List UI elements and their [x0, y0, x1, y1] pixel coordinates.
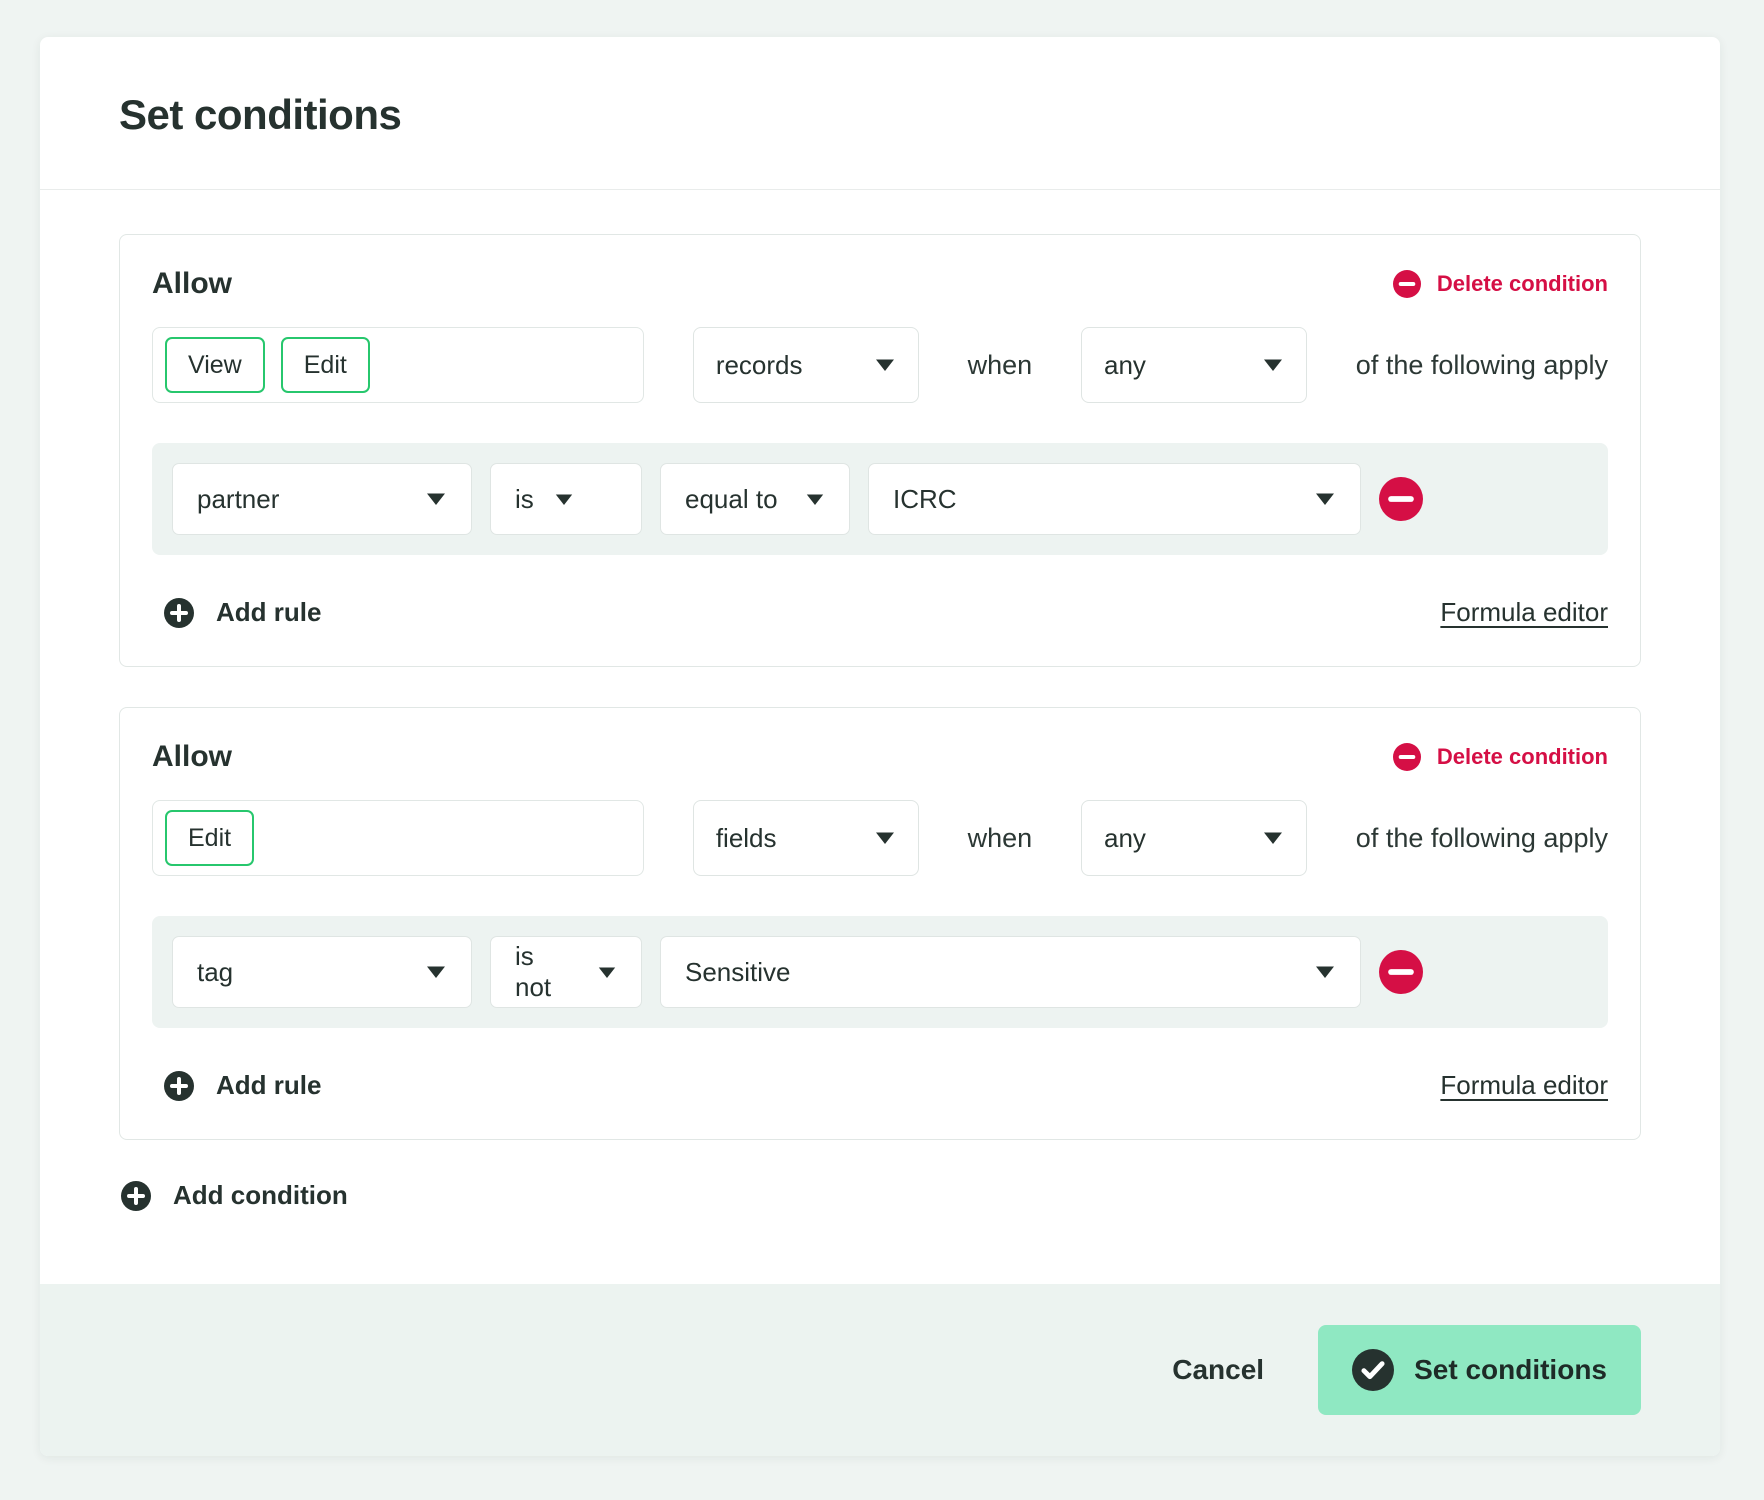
target-dropdown-value: fields: [715, 822, 777, 853]
caret-down-icon: [1314, 491, 1336, 507]
rule-value-dropdown[interactable]: ICRC: [868, 463, 1361, 535]
caret-down-icon: [805, 492, 825, 507]
condition-2-footer: Add rule Formula editor: [152, 1070, 1608, 1101]
caret-down-icon: [554, 492, 574, 507]
minus-circle-icon: [1379, 950, 1423, 994]
delete-condition-label: Delete condition: [1436, 271, 1608, 296]
condition-1-footer: Add rule Formula editor: [152, 597, 1608, 628]
when-label: when: [967, 349, 1033, 380]
condition-card-1: Allow Delete condition View Edit records: [119, 234, 1641, 667]
caret-down-icon: [1262, 357, 1284, 373]
target-dropdown-value: records: [715, 349, 803, 380]
dialog-title: Set conditions: [119, 91, 402, 138]
add-condition-button[interactable]: Add condition: [121, 1180, 348, 1211]
plus-circle-icon: [121, 1180, 151, 1211]
permission-chip-view[interactable]: View: [165, 337, 265, 393]
remove-rule-button[interactable]: [1379, 477, 1423, 521]
permission-chip-edit[interactable]: Edit: [165, 810, 255, 866]
dialog-header: Set conditions: [40, 37, 1720, 139]
rule-operator-dropdown[interactable]: is: [490, 463, 642, 535]
set-conditions-button[interactable]: Set conditions: [1318, 1325, 1641, 1415]
target-dropdown[interactable]: fields: [692, 800, 919, 876]
caret-down-icon: [597, 965, 617, 980]
permission-chip-edit[interactable]: Edit: [280, 337, 370, 393]
add-rule-label: Add rule: [216, 1070, 322, 1100]
minus-circle-icon: [1392, 743, 1421, 771]
delete-condition-label: Delete condition: [1436, 744, 1608, 769]
rule-comparator-value: equal to: [685, 483, 778, 514]
dialog-footer: Cancel Set conditions: [40, 1284, 1720, 1456]
minus-circle-icon: [1379, 477, 1423, 521]
condition-card-2: Allow Delete condition Edit fields: [119, 707, 1641, 1140]
permissions-box[interactable]: Edit: [152, 800, 644, 876]
rule-field-value: partner: [197, 483, 280, 514]
delete-condition-button[interactable]: Delete condition: [1392, 270, 1608, 298]
caret-down-icon: [425, 964, 447, 980]
apply-label: of the following apply: [1355, 349, 1608, 380]
rule-comparator-dropdown[interactable]: equal to: [660, 463, 850, 535]
minus-circle-icon: [1392, 270, 1421, 298]
target-dropdown[interactable]: records: [692, 327, 919, 403]
caret-down-icon: [874, 357, 896, 373]
remove-rule-button[interactable]: [1379, 950, 1423, 994]
add-rule-label: Add rule: [216, 597, 322, 627]
rule-operator-value: is not: [515, 941, 552, 1002]
rule-field-dropdown[interactable]: partner: [172, 463, 472, 535]
delete-condition-button[interactable]: Delete condition: [1392, 743, 1608, 771]
condition-2-header: Allow Delete condition: [152, 740, 1608, 774]
check-circle-icon: [1352, 1349, 1395, 1391]
caret-down-icon: [874, 830, 896, 846]
caret-down-icon: [1262, 830, 1284, 846]
formula-editor-link[interactable]: Formula editor: [1440, 1070, 1608, 1100]
caret-down-icon: [425, 491, 447, 507]
rule-operator-value: is: [515, 483, 534, 514]
condition-2-controls: Edit fields when any of the following ap…: [152, 800, 1608, 876]
apply-label: of the following apply: [1355, 822, 1608, 853]
formula-editor-link[interactable]: Formula editor: [1440, 597, 1608, 627]
match-dropdown[interactable]: any: [1080, 800, 1307, 876]
header-divider: [40, 189, 1720, 190]
allow-heading: Allow: [152, 740, 232, 773]
add-condition-label: Add condition: [173, 1180, 348, 1210]
rule-value-text: Sensitive: [685, 956, 791, 987]
plus-circle-icon: [164, 1070, 194, 1101]
allow-heading: Allow: [152, 267, 232, 300]
rule-value-dropdown[interactable]: Sensitive: [660, 936, 1361, 1008]
condition-1-header: Allow Delete condition: [152, 267, 1608, 301]
condition-1-controls: View Edit records when any of the follo: [152, 327, 1608, 403]
set-conditions-label: Set conditions: [1414, 1354, 1607, 1385]
rule-field-dropdown[interactable]: tag: [172, 936, 472, 1008]
match-dropdown-value: any: [1103, 822, 1146, 853]
add-rule-button[interactable]: Add rule: [164, 1070, 321, 1101]
add-rule-button[interactable]: Add rule: [164, 597, 321, 628]
rule-value-text: ICRC: [893, 483, 957, 514]
set-conditions-dialog: Set conditions Allow Delete condition Vi…: [40, 37, 1720, 1456]
add-condition-row: Add condition: [119, 1180, 1641, 1211]
match-dropdown-value: any: [1103, 349, 1146, 380]
dialog-body: Allow Delete condition View Edit records: [40, 190, 1720, 1211]
plus-circle-icon: [164, 597, 194, 628]
rule-field-value: tag: [197, 956, 234, 987]
when-label: when: [967, 822, 1033, 853]
match-dropdown[interactable]: any: [1080, 327, 1307, 403]
permissions-box[interactable]: View Edit: [152, 327, 644, 403]
rule-operator-dropdown[interactable]: is not: [490, 936, 642, 1008]
caret-down-icon: [1314, 964, 1336, 980]
cancel-button[interactable]: Cancel: [1172, 1354, 1265, 1385]
rule-row: partner is equal to: [152, 443, 1608, 555]
rule-row: tag is not Sensitive: [152, 916, 1608, 1028]
